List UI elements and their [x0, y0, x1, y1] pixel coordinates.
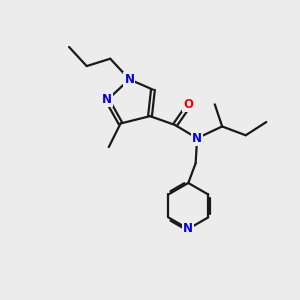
- Text: N: N: [192, 132, 202, 145]
- Text: O: O: [183, 98, 193, 111]
- Text: N: N: [102, 93, 112, 106]
- Text: N: N: [183, 222, 193, 236]
- Text: N: N: [124, 73, 134, 86]
